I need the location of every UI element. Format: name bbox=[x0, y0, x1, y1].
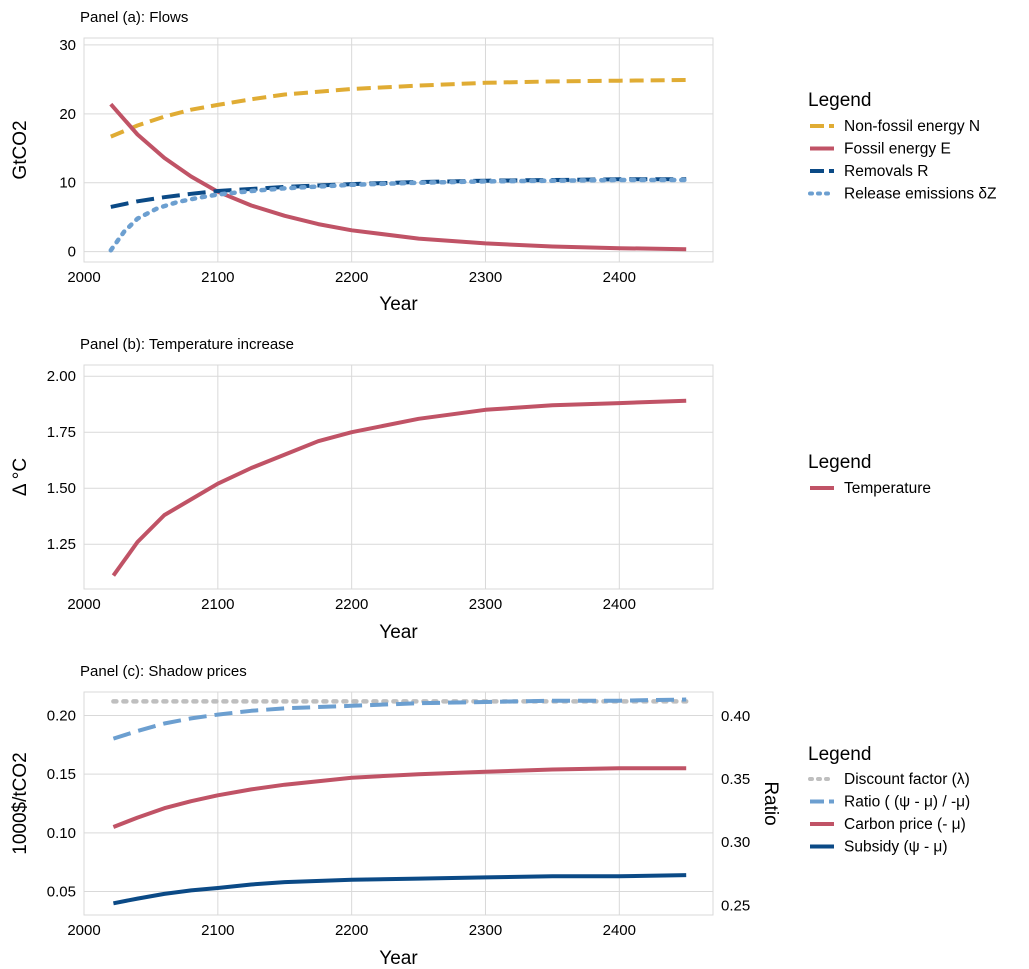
legend-label: Ratio ( (ψ - μ) / -μ) bbox=[844, 794, 970, 811]
legend-label: Discount factor (λ) bbox=[844, 771, 970, 788]
y-tick-label: 10 bbox=[59, 175, 76, 192]
series-line bbox=[111, 398, 687, 577]
series-line bbox=[112, 766, 687, 829]
x-tick-label: 2100 bbox=[201, 596, 234, 613]
y-tick-label: 30 bbox=[59, 37, 76, 54]
series-line bbox=[109, 102, 687, 252]
x-tick-label: 2300 bbox=[469, 596, 502, 613]
x-tick-label: 2000 bbox=[67, 596, 100, 613]
legend: Legend Non-fossil energy N Fossil energy E… bbox=[808, 90, 997, 203]
x-tick-label: 2200 bbox=[335, 596, 368, 613]
x-tick-label: 2100 bbox=[201, 269, 234, 286]
x-tick-label: 2200 bbox=[335, 922, 368, 939]
y-tick-label: 20 bbox=[59, 106, 76, 123]
x-tick-label: 2400 bbox=[603, 596, 636, 613]
x-tick-label: 2100 bbox=[201, 922, 234, 939]
x-tick-label: 2200 bbox=[335, 269, 368, 286]
y-right-axis-title: Ratio bbox=[760, 781, 781, 825]
panel-c-shadow-prices: Panel (c): Shadow prices 2000 2100 2200 2300… bbox=[10, 663, 970, 969]
legend-title: Legend bbox=[808, 452, 871, 473]
y-right-tick-label: 0.30 bbox=[721, 834, 750, 851]
plot-area bbox=[84, 38, 713, 262]
x-axis-title: Year bbox=[379, 948, 418, 969]
legend-label: Fossil energy E bbox=[844, 141, 951, 158]
series-line bbox=[113, 873, 687, 906]
y-right-tick-label: 0.35 bbox=[721, 771, 750, 788]
x-tick-label: 2300 bbox=[469, 922, 502, 939]
legend-label: Non-fossil energy N bbox=[844, 118, 980, 135]
y-axis-title: 1000$/tCO2 bbox=[10, 752, 31, 854]
panel-a-flows: Panel (a): Flows 2000 2100 2200 2300 2400 0 10 2… bbox=[10, 9, 997, 315]
y-right-tick-label: 0.40 bbox=[721, 708, 750, 725]
legend-label: Release emissions δZ bbox=[844, 186, 997, 203]
x-tick-label: 2000 bbox=[67, 922, 100, 939]
plot-frame bbox=[83, 691, 714, 916]
series-line bbox=[110, 78, 687, 139]
legend: Legend Temperature bbox=[808, 452, 931, 497]
plot-area bbox=[84, 365, 713, 589]
x-tick-label: 2400 bbox=[603, 269, 636, 286]
series-line bbox=[112, 697, 687, 741]
x-tick-label: 2000 bbox=[67, 269, 100, 286]
legend-label: Subsidy (ψ - μ) bbox=[844, 839, 948, 856]
y-tick-label: 1.25 bbox=[47, 536, 76, 553]
series-line bbox=[108, 177, 689, 253]
plot-frame bbox=[83, 364, 714, 590]
legend-label: Carbon price (- μ) bbox=[844, 816, 966, 833]
panel-title: Panel (b): Temperature increase bbox=[80, 336, 294, 353]
panel-title: Panel (c): Shadow prices bbox=[80, 663, 247, 680]
y-tick-label: 0.05 bbox=[47, 884, 76, 901]
panel-b-temperature: Panel (b): Temperature increase 2000 2100 2… bbox=[10, 336, 931, 643]
legend-title: Legend bbox=[808, 90, 871, 111]
y-right-tick-label: 0.25 bbox=[721, 897, 750, 914]
x-axis-title: Year bbox=[379, 294, 418, 315]
y-tick-label: 0.15 bbox=[47, 766, 76, 783]
x-axis-title: Year bbox=[379, 622, 418, 643]
y-tick-label: 0.20 bbox=[47, 707, 76, 724]
y-tick-label: 0 bbox=[68, 244, 76, 261]
legend-label: Temperature bbox=[844, 480, 931, 497]
plot-frame bbox=[83, 37, 714, 263]
y-tick-label: 1.75 bbox=[47, 424, 76, 441]
legend: Legend Discount factor (λ) Ratio ( (ψ - μ)… bbox=[808, 744, 970, 856]
legend-label: Removals R bbox=[844, 163, 928, 180]
y-axis-title: GtCO2 bbox=[10, 120, 31, 179]
y-tick-label: 1.50 bbox=[47, 480, 76, 497]
y-tick-label: 2.00 bbox=[47, 368, 76, 385]
x-tick-label: 2300 bbox=[469, 269, 502, 286]
y-axis-title: Δ °C bbox=[10, 458, 31, 496]
legend-title: Legend bbox=[808, 744, 871, 765]
x-tick-label: 2400 bbox=[603, 922, 636, 939]
y-tick-label: 0.10 bbox=[47, 825, 76, 842]
panel-title: Panel (a): Flows bbox=[80, 9, 188, 26]
